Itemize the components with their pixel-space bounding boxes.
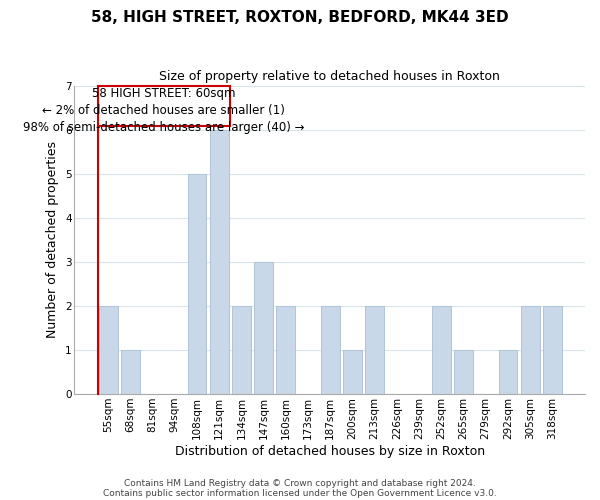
Bar <box>254 262 273 394</box>
Title: Size of property relative to detached houses in Roxton: Size of property relative to detached ho… <box>159 70 500 83</box>
Bar <box>188 174 206 394</box>
Bar <box>499 350 517 394</box>
Bar <box>543 306 562 394</box>
Bar <box>210 130 229 394</box>
Bar <box>365 306 384 394</box>
Text: 58, HIGH STREET, ROXTON, BEDFORD, MK44 3ED: 58, HIGH STREET, ROXTON, BEDFORD, MK44 3… <box>91 10 509 25</box>
Bar <box>521 306 539 394</box>
Bar <box>121 350 140 394</box>
Bar <box>99 306 118 394</box>
Y-axis label: Number of detached properties: Number of detached properties <box>46 142 59 338</box>
Bar <box>432 306 451 394</box>
Text: Contains HM Land Registry data © Crown copyright and database right 2024.: Contains HM Land Registry data © Crown c… <box>124 478 476 488</box>
Bar <box>343 350 362 394</box>
X-axis label: Distribution of detached houses by size in Roxton: Distribution of detached houses by size … <box>175 444 485 458</box>
Bar <box>277 306 295 394</box>
Text: 58 HIGH STREET: 60sqm
← 2% of detached houses are smaller (1)
98% of semi-detach: 58 HIGH STREET: 60sqm ← 2% of detached h… <box>23 88 304 134</box>
Bar <box>232 306 251 394</box>
Bar <box>454 350 473 394</box>
Bar <box>321 306 340 394</box>
Text: Contains public sector information licensed under the Open Government Licence v3: Contains public sector information licen… <box>103 488 497 498</box>
Bar <box>98 86 230 126</box>
